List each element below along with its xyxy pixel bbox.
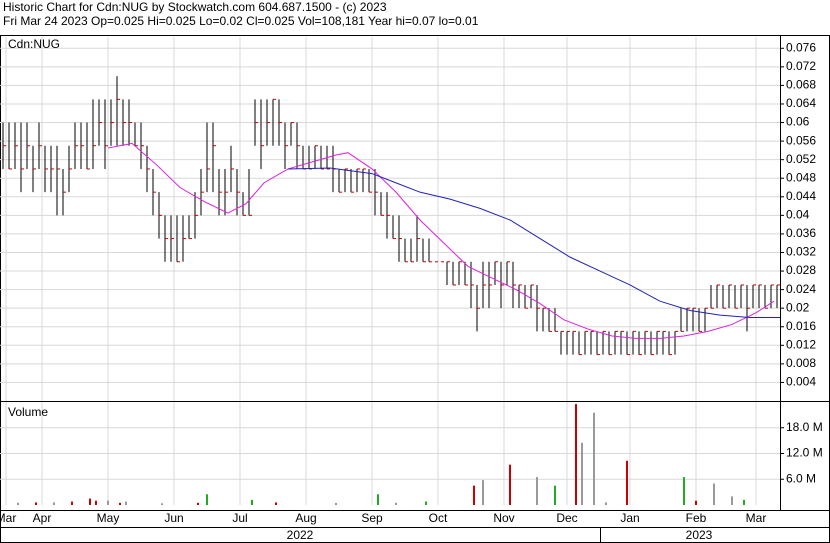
y-tick-label: 0.02 <box>786 300 810 314</box>
volume-bar <box>275 502 277 505</box>
volume-bar <box>197 502 199 505</box>
y-tick-label: 0.072 <box>786 59 816 73</box>
y-tick-label: 0.064 <box>786 96 816 110</box>
volume-bar <box>71 501 73 505</box>
x-tick-label: Feb <box>686 511 707 525</box>
volume-bar <box>206 494 208 505</box>
x-tick-label: May <box>97 511 120 525</box>
volume-bar <box>53 502 55 505</box>
y-tick-label: 0.06 <box>786 115 810 129</box>
volume-bar <box>683 477 685 505</box>
frame <box>0 35 830 543</box>
y-tick-label: 0.068 <box>786 78 816 92</box>
x-tick-label: Sep <box>361 511 383 525</box>
y-tick-label: 18.0 M <box>786 420 823 434</box>
y-tick-label: 0.076 <box>786 40 816 54</box>
x-tick-label: Nov <box>493 511 514 525</box>
x-tick-label: Jun <box>164 511 183 525</box>
x-tick-label: Mar <box>746 511 767 525</box>
volume-bar <box>119 502 121 505</box>
x-tick-label: Jul <box>232 511 247 525</box>
volume-bar <box>395 502 397 505</box>
year-label: 2023 <box>686 528 713 542</box>
moving-average <box>287 167 780 318</box>
volume-bar <box>695 500 697 505</box>
y-tick-label: 0.028 <box>786 263 816 277</box>
volume-bar <box>107 500 109 505</box>
volume-bar <box>554 485 556 505</box>
volume-bar <box>377 494 379 505</box>
volume-bar <box>251 499 253 505</box>
volume-bar <box>713 483 715 505</box>
volume-bar <box>575 404 577 505</box>
x-tick-label: Dec <box>556 511 577 525</box>
y-tick-label: 0.052 <box>786 152 816 166</box>
y-tick-label: 0.048 <box>786 170 816 184</box>
price-label: Cdn:NUG <box>8 37 60 51</box>
x-tick-label: Aug <box>295 511 316 525</box>
moving-average <box>107 142 775 339</box>
volume-bar <box>161 503 163 505</box>
volume-bar <box>536 477 538 505</box>
y-tick-label: 0.008 <box>786 356 816 370</box>
volume-bar <box>35 502 37 505</box>
volume-bar <box>473 485 475 505</box>
x-tick-label: Mar <box>0 511 16 525</box>
volume-bar <box>425 501 427 505</box>
volume-bar <box>509 464 511 505</box>
x-tick-label: Oct <box>429 511 448 525</box>
volume-bar <box>593 412 595 505</box>
header-line2: Fri Mar 24 2023 Op=0.025 Hi=0.025 Lo=0.0… <box>3 14 479 28</box>
volume-bar <box>17 502 19 505</box>
x-tick-label: Apr <box>33 511 52 525</box>
y-tick-label: 0.032 <box>786 245 816 259</box>
volume-bar <box>482 480 484 505</box>
volume-bar <box>743 499 745 505</box>
volume-bar <box>95 500 97 505</box>
y-tick-label: 12.0 M <box>786 446 823 460</box>
y-tick-label: 0.004 <box>786 375 816 389</box>
y-tick-label: 0.04 <box>786 208 810 222</box>
x-tick-label: Jan <box>620 511 639 525</box>
y-tick-label: 0.036 <box>786 226 816 240</box>
y-tick-label: 0.012 <box>786 337 816 351</box>
y-tick-label: 0.016 <box>786 319 816 333</box>
volume-bar <box>125 501 127 505</box>
y-tick-label: 0.044 <box>786 189 816 203</box>
y-tick-label: 6.0 M <box>786 471 816 485</box>
volume-bar <box>89 498 91 505</box>
volume-bar <box>335 502 337 505</box>
volume-bar <box>605 502 607 505</box>
y-tick-label: 0.024 <box>786 282 816 296</box>
y-tick-label: 0.056 <box>786 133 816 147</box>
header-line1: Historic Chart for Cdn:NUG by Stockwatch… <box>3 0 387 14</box>
volume-bar <box>581 442 583 505</box>
volume-bar <box>626 460 628 505</box>
volume-bar <box>731 496 733 505</box>
year-label: 2022 <box>287 528 314 542</box>
volume-label: Volume <box>8 405 48 419</box>
